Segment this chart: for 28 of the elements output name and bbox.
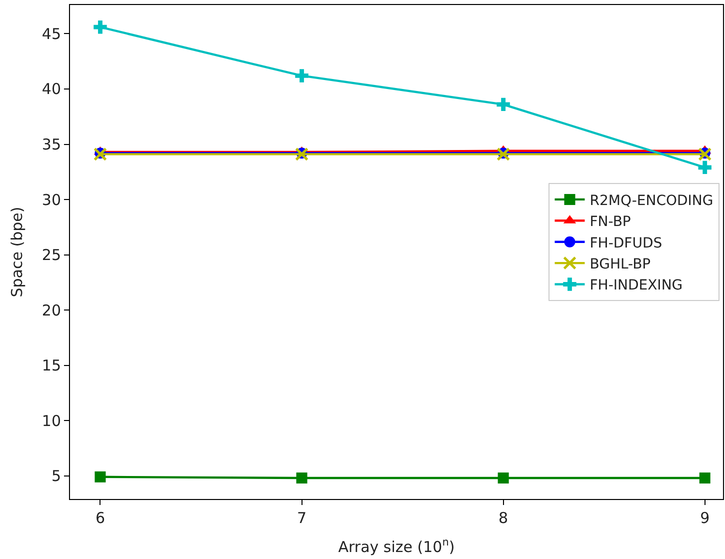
- y-tick-label: 25: [42, 246, 61, 264]
- point: [94, 20, 107, 34]
- point: [698, 160, 712, 174]
- legend-label: FN-BP: [590, 214, 631, 230]
- y-tick-label: 20: [42, 301, 61, 320]
- point: [498, 472, 509, 484]
- x-tick-label: 8: [498, 509, 508, 527]
- point: [295, 69, 308, 82]
- point: [496, 98, 510, 112]
- y-tick-label: 35: [42, 136, 61, 154]
- y-tick-label: 5: [51, 467, 61, 486]
- legend-label: R2MQ-ENCODING: [590, 192, 714, 209]
- y-tick-label: 15: [42, 356, 61, 375]
- y-tick-label: 10: [42, 412, 61, 430]
- y-tick-label: 30: [42, 190, 61, 209]
- y-axis-title: Space (bpe): [8, 206, 26, 298]
- y-tick-label: 45: [42, 24, 61, 43]
- x-tick-label: 9: [700, 509, 710, 527]
- x-tick-label: 7: [296, 509, 307, 527]
- point: [699, 472, 710, 484]
- legend-label: FH-DFUDS: [590, 235, 662, 252]
- x-tick-label: 6: [95, 509, 106, 527]
- point: [296, 472, 308, 484]
- x-axis-title: Array size (10$^{n}$): [338, 536, 455, 556]
- legend-label: FH-INDEXING: [590, 278, 683, 294]
- legend-label: BGHL-BP: [590, 256, 651, 272]
- point: [94, 471, 106, 482]
- y-tick-label: 40: [42, 80, 61, 98]
